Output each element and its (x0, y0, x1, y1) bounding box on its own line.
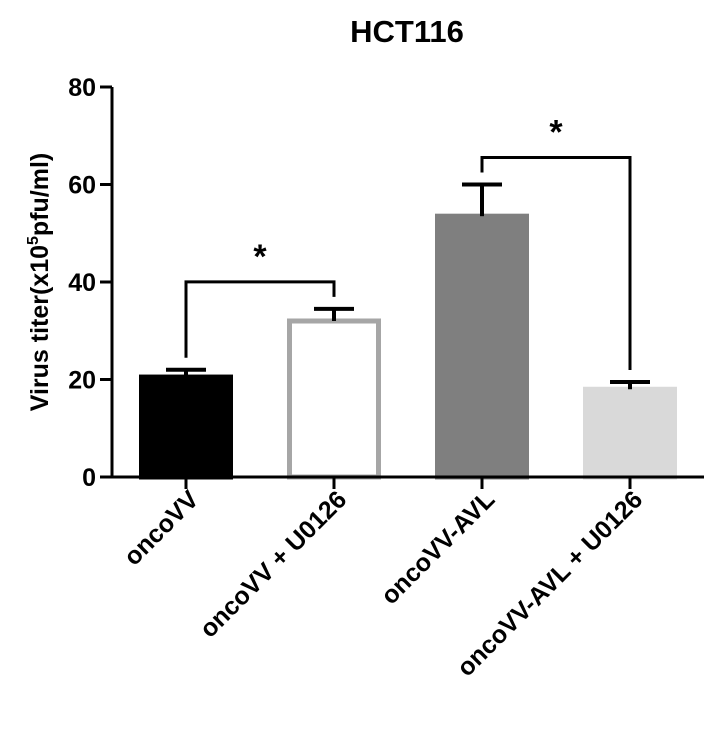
x-tick-label-0: oncoVV (119, 485, 205, 571)
y-tick-label-2: 40 (68, 269, 96, 297)
bar-2 (435, 213, 529, 480)
y-tick-label-3: 60 (68, 172, 96, 200)
significance-label-1: * (549, 114, 563, 152)
bar-1 (287, 318, 381, 480)
bar-0 (139, 374, 233, 480)
significance-bracket-1 (480, 156, 632, 370)
significance-label-0: * (253, 238, 267, 276)
y-axis-label: Virus titer(x105pfu/ml) (25, 153, 54, 412)
y-tick-label-1: 20 (68, 367, 96, 395)
significance-bracket-0 (184, 280, 336, 358)
chart-title: HCT116 (350, 14, 464, 49)
y-tick-label-4: 80 (68, 74, 96, 102)
x-tick-label-1: oncoVV + U0126 (194, 485, 352, 643)
y-axis-label-prefix: Virus titer(x10 (26, 245, 54, 411)
bar-3 (583, 386, 677, 480)
y-axis-label-suffix: pfu/ml) (26, 153, 54, 236)
y-tick-label-0: 0 (82, 464, 96, 492)
y-axis-label-superscript: 5 (25, 236, 42, 245)
x-tick-label-2: oncoVV-AVL (376, 485, 501, 610)
